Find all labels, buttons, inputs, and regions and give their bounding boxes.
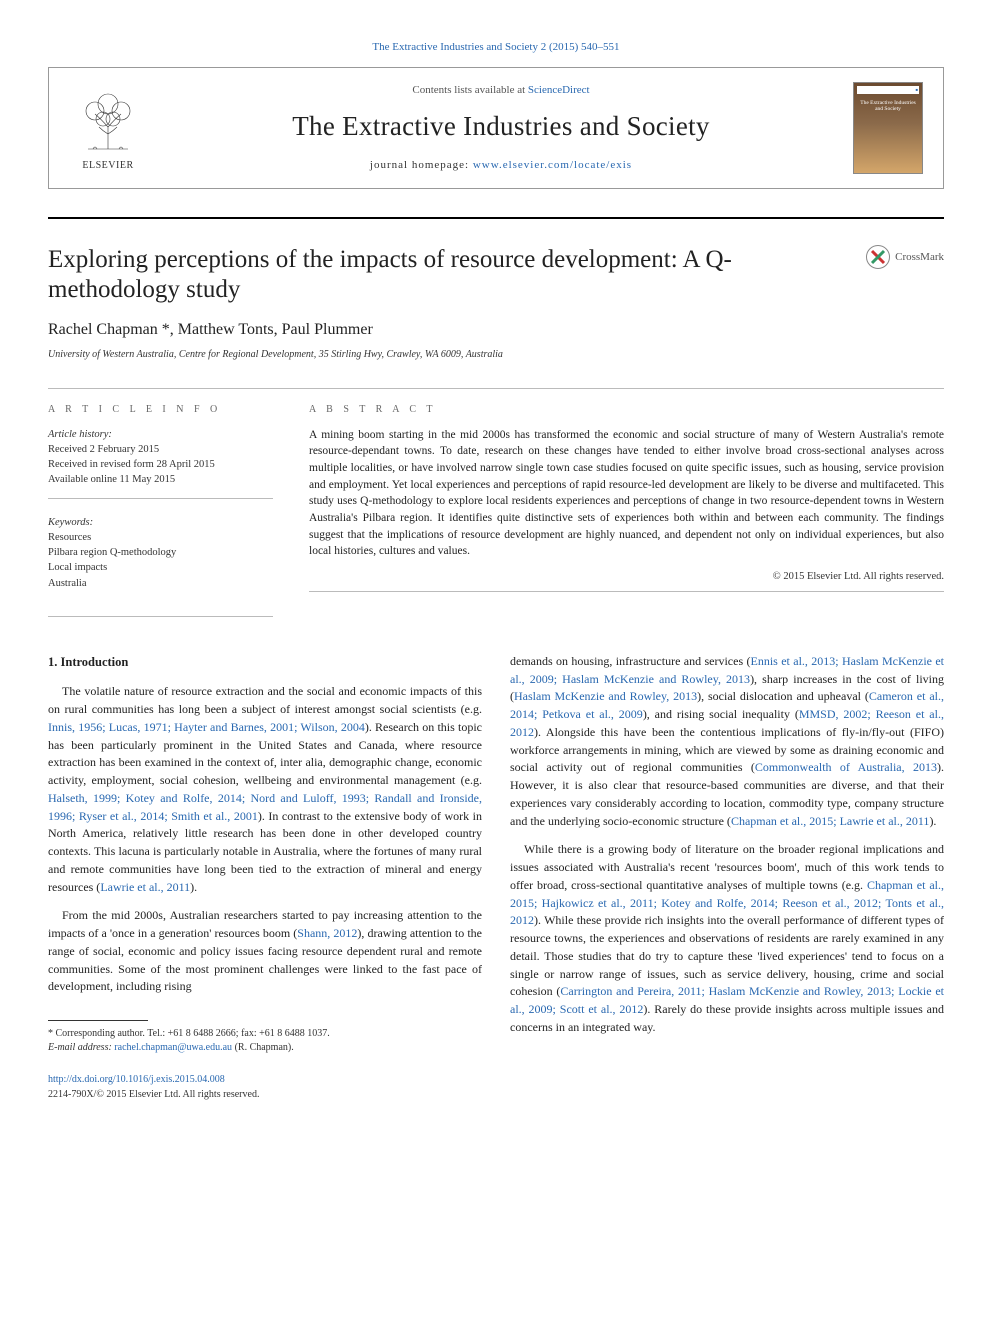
homepage-link[interactable]: www.elsevier.com/locate/exis: [473, 159, 632, 171]
corresponding-author-footnote: * Corresponding author. Tel.: +61 8 6488…: [48, 1027, 482, 1055]
abstract-column: A B S T R A C T A mining boom starting i…: [309, 403, 944, 592]
cite-commonwealth[interactable]: Commonwealth of Australia, 2013: [755, 760, 937, 774]
keywords-heading: Keywords:: [48, 517, 93, 528]
history-heading: Article history:: [48, 429, 112, 440]
abstract-rule: [309, 591, 944, 592]
homepage-pre: journal homepage:: [370, 159, 473, 171]
journal-cover-thumb: ■ The Extractive Industries and Society: [853, 82, 923, 174]
article-authors: Rachel Chapman *, Matthew Tonts, Paul Pl…: [48, 319, 944, 341]
keyword-1: Pilbara region Q-methodology: [48, 547, 176, 558]
cite-innis[interactable]: Innis, 1956; Lucas, 1971; Hayter and Bar…: [48, 720, 365, 734]
p1a: The volatile nature of resource extracti…: [48, 684, 482, 716]
cite-chapman[interactable]: Chapman et al., 2015; Lawrie et al., 201…: [731, 814, 930, 828]
crossmark-label: CrossMark: [895, 250, 944, 265]
cite-shann[interactable]: Shann, 2012: [297, 926, 357, 940]
article-history: Article history: Received 2 February 201…: [48, 427, 273, 488]
elsevier-logo: ELSEVIER: [69, 83, 147, 173]
journal-header: ELSEVIER Contents lists available at Sci…: [48, 67, 944, 189]
cite-lawrie[interactable]: Lawrie et al., 2011: [100, 880, 190, 894]
article-affiliation: University of Western Australia, Centre …: [48, 348, 944, 362]
intro-para-2: From the mid 2000s, Australian researche…: [48, 907, 482, 996]
running-header: The Extractive Industries and Society 2 …: [48, 40, 944, 55]
right-para-2: While there is a growing body of literat…: [510, 841, 944, 1036]
elsevier-tree-icon: [73, 89, 143, 157]
crossmark-icon: [866, 245, 890, 269]
history-received: Received 2 February 2015: [48, 444, 159, 455]
footnote-email[interactable]: rachel.chapman@uwa.edu.au: [114, 1042, 232, 1053]
rp1c: ), social dislocation and upheaval (: [697, 689, 869, 703]
info-bottom-left-rule: [48, 616, 273, 617]
footnote-email-post: (R. Chapman).: [232, 1042, 294, 1053]
contents-list-line: Contents lists available at ScienceDirec…: [165, 83, 837, 98]
history-online: Available online 11 May 2015: [48, 474, 175, 485]
article-title: Exploring perceptions of the impacts of …: [48, 245, 818, 305]
doi-link[interactable]: http://dx.doi.org/10.1016/j.exis.2015.04…: [48, 1074, 225, 1085]
abstract-label: A B S T R A C T: [309, 403, 944, 417]
history-rule: [48, 498, 273, 499]
journal-homepage: journal homepage: www.elsevier.com/locat…: [165, 158, 837, 173]
elsevier-text: ELSEVIER: [82, 159, 133, 173]
body-column-left: 1. Introduction The volatile nature of r…: [48, 653, 482, 1103]
right-para-1: demands on housing, infrastructure and s…: [510, 653, 944, 831]
abstract-copyright: © 2015 Elsevier Ltd. All rights reserved…: [309, 570, 944, 585]
keyword-3: Australia: [48, 578, 87, 589]
rp1d: ), and rising social inequality (: [643, 707, 799, 721]
contents-pre: Contents lists available at: [412, 84, 527, 96]
footnote-corr: * Corresponding author. Tel.: +61 8 6488…: [48, 1027, 482, 1041]
info-top-rule: [48, 388, 944, 389]
p1d: ).: [190, 880, 197, 894]
journal-name: The Extractive Industries and Society: [165, 108, 837, 146]
section-1-heading: 1. Introduction: [48, 653, 482, 672]
cite-hmr[interactable]: Haslam McKenzie and Rowley, 2013: [514, 689, 697, 703]
keyword-2: Local impacts: [48, 562, 107, 573]
crossmark-badge[interactable]: CrossMark: [866, 245, 944, 269]
rp1a: demands on housing, infrastructure and s…: [510, 654, 751, 668]
sciencedirect-link[interactable]: ScienceDirect: [528, 84, 590, 96]
article-info-label: A R T I C L E I N F O: [48, 403, 273, 417]
intro-para-1: The volatile nature of resource extracti…: [48, 683, 482, 896]
rp1g: ).: [929, 814, 936, 828]
body-column-right: demands on housing, infrastructure and s…: [510, 653, 944, 1103]
abstract-text: A mining boom starting in the mid 2000s …: [309, 427, 944, 560]
issn-copyright: 2214-790X/© 2015 Elsevier Ltd. All right…: [48, 1089, 259, 1100]
doi-block: http://dx.doi.org/10.1016/j.exis.2015.04…: [48, 1073, 482, 1103]
article-info-column: A R T I C L E I N F O Article history: R…: [48, 403, 273, 592]
keywords-block: Keywords: Resources Pilbara region Q-met…: [48, 515, 273, 591]
footnote-email-label: E-mail address:: [48, 1042, 114, 1053]
history-revised: Received in revised form 28 April 2015: [48, 459, 215, 470]
footnote-rule: [48, 1020, 148, 1021]
cover-title: The Extractive Industries and Society: [857, 100, 919, 112]
keyword-0: Resources: [48, 532, 91, 543]
